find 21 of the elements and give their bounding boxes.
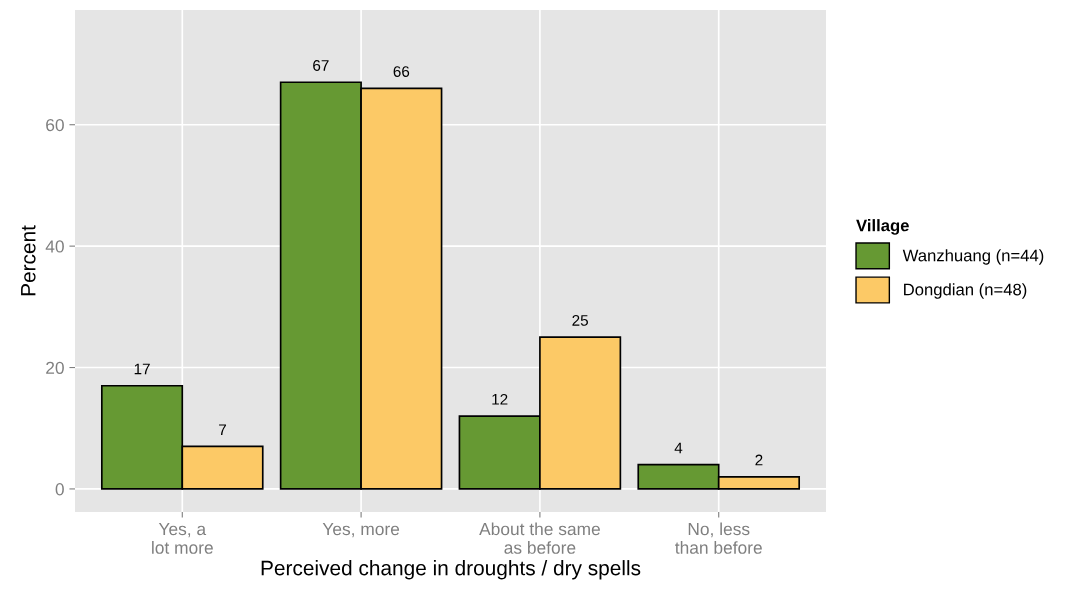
y-axis-title: Percent (21, 225, 36, 296)
x-tick-label: No, less than before (675, 522, 762, 554)
y-tick-label: 60 (46, 118, 64, 132)
y-tick-label: 20 (46, 361, 64, 374)
x-axis-title: Perceived change in droughts / dry spells (261, 560, 641, 580)
data-label: 25 (572, 315, 588, 326)
data-label: 66 (393, 66, 410, 77)
y-tick-label: 0 (55, 483, 64, 496)
data-label: 17 (134, 363, 150, 375)
data-label: 7 (219, 424, 226, 435)
y-tick-label: 40 (45, 240, 64, 253)
x-tick-label: Yes, more (322, 523, 400, 538)
x-tick-label: Yes, a lot more (152, 523, 213, 554)
legend-label: Wanzhuang (n=44) (902, 249, 1044, 265)
data-label: 67 (313, 60, 329, 71)
data-label: 2 (755, 454, 763, 466)
data-label: 4 (674, 442, 683, 454)
data-label: 12 (492, 393, 508, 405)
x-tick-label: About the same as before (479, 522, 600, 554)
legend-title: Village (856, 219, 909, 235)
legend-label: Dongdian (n=48) (904, 283, 1027, 299)
